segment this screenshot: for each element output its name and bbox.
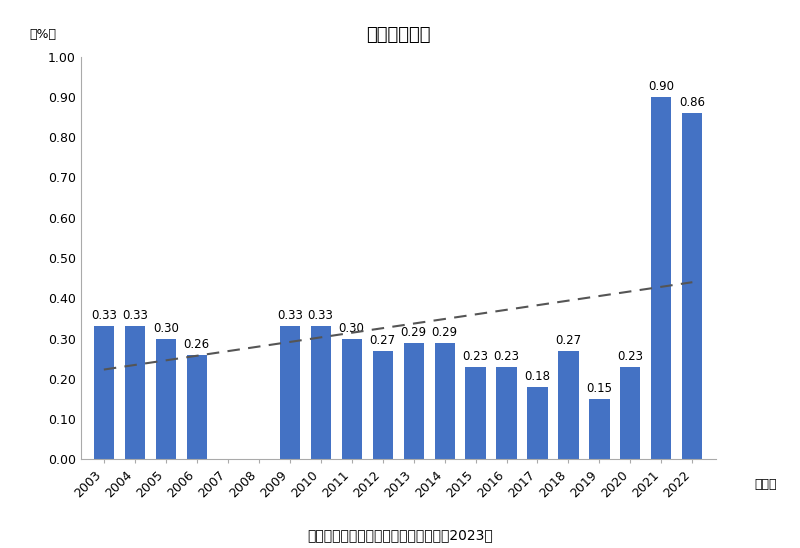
Bar: [558, 351, 578, 459]
Text: 0.29: 0.29: [401, 326, 426, 339]
Text: 0.33: 0.33: [91, 310, 117, 322]
Text: 数据来源：中国证券投资基金业年报（2023）: 数据来源：中国证券投资基金业年报（2023）: [307, 528, 493, 543]
Bar: [620, 367, 641, 459]
Text: 0.90: 0.90: [649, 80, 674, 93]
Bar: [310, 327, 330, 459]
Bar: [342, 339, 362, 459]
Bar: [651, 97, 671, 459]
Bar: [434, 342, 454, 459]
Text: 0.86: 0.86: [679, 96, 706, 109]
Text: 0.30: 0.30: [153, 322, 178, 334]
Bar: [403, 342, 424, 459]
Text: 0.33: 0.33: [277, 310, 302, 322]
Bar: [125, 327, 145, 459]
Text: 0.23: 0.23: [618, 350, 643, 363]
Title: 货币市场基金: 货币市场基金: [366, 26, 430, 44]
Bar: [682, 113, 702, 459]
Text: 0.26: 0.26: [184, 338, 210, 351]
Text: 0.18: 0.18: [525, 370, 550, 383]
Text: 0.29: 0.29: [431, 326, 458, 339]
Bar: [280, 327, 300, 459]
Bar: [373, 351, 393, 459]
Text: （年）: （年）: [754, 478, 777, 491]
Bar: [156, 339, 176, 459]
Text: 0.27: 0.27: [370, 334, 396, 346]
Bar: [527, 387, 547, 459]
Text: 0.23: 0.23: [494, 350, 519, 363]
Bar: [497, 367, 517, 459]
Text: 0.33: 0.33: [122, 310, 148, 322]
Text: 0.33: 0.33: [308, 310, 334, 322]
Text: 0.15: 0.15: [586, 382, 613, 395]
Text: （%）: （%）: [30, 27, 57, 41]
Text: 0.27: 0.27: [555, 334, 582, 346]
Text: 0.23: 0.23: [462, 350, 489, 363]
Bar: [186, 355, 207, 459]
Bar: [94, 327, 114, 459]
Text: 0.30: 0.30: [338, 322, 365, 334]
Bar: [590, 399, 610, 459]
Bar: [466, 367, 486, 459]
